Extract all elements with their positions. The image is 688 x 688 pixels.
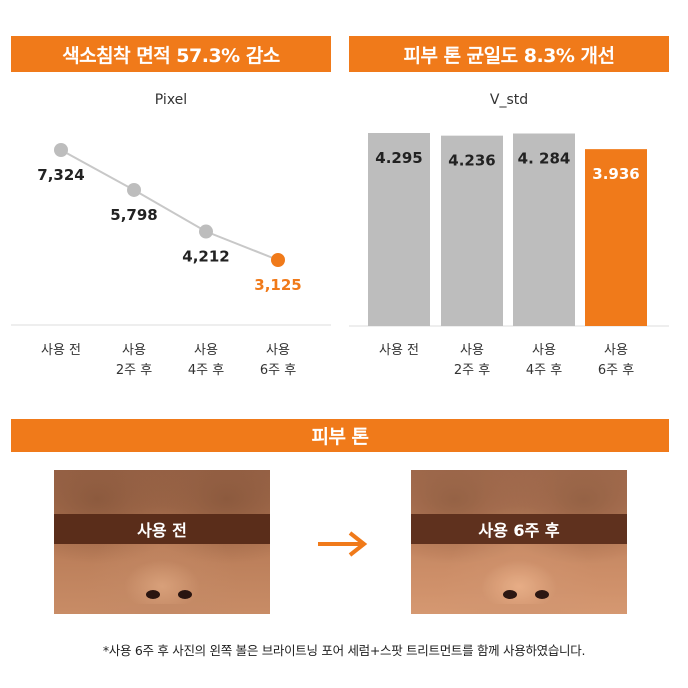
x-tick-label: 사용	[532, 343, 556, 358]
right-nostril	[178, 590, 192, 599]
bar-value-label: 4. 284	[518, 149, 571, 167]
x-tick-label: 사용	[604, 343, 628, 358]
pixel-line-chart: 7,324 5,798 4,212 3,125 사용 전 사용 2주 후 사용 4주 후 사용 6주…	[11, 143, 331, 378]
skin-tone-uniformity-banner-text: 피부 톤 균일도 8.3% 개선	[403, 44, 616, 67]
bar-chart-title: V_std	[489, 92, 529, 108]
footnote: *사용 6주 후 사진의 왼쪽 볼은 브라이트닝 포어 세럼+스팟 트리트먼트를…	[102, 643, 586, 658]
bar-value-label: 3.936	[592, 165, 639, 183]
bar-value-label: 4.295	[375, 149, 422, 167]
x-tick-label: 사용	[266, 343, 290, 358]
bar	[441, 135, 503, 326]
bar	[368, 133, 430, 326]
skin-tone-banner: 피부 톤	[11, 419, 669, 452]
skin-tone-uniformity-banner: 피부 톤 균일도 8.3% 개선	[349, 36, 669, 72]
after-label-band: 사용 6주 후	[411, 514, 627, 544]
data-label: 3,125	[254, 276, 301, 294]
before-label-band: 사용 전	[54, 514, 270, 544]
bar-value-label: 4.236	[448, 152, 495, 170]
x-tick-label: 사용	[122, 343, 146, 358]
before-photo: 사용 전	[54, 470, 270, 614]
charts-canvas: 7,324 5,798 4,212 3,125 사용 전 사용 2주 후 사용 4주 후 사용 6주…	[11, 133, 669, 378]
arrow-right-icon	[318, 531, 368, 557]
line-chart-title: Pixel	[154, 92, 188, 108]
data-point	[54, 143, 68, 157]
x-tick-label: 사용	[194, 343, 218, 358]
x-tick-label: 사용 전	[379, 343, 419, 358]
data-label: 7,324	[37, 166, 84, 184]
pixel-series-line	[60, 149, 279, 261]
x-tick-label: 2주 후	[454, 363, 490, 378]
x-tick-label: 6주 후	[598, 363, 634, 378]
after-label: 사용 6주 후	[478, 521, 560, 540]
x-tick-label: 사용	[460, 343, 484, 358]
bar	[513, 133, 575, 326]
data-point	[271, 253, 285, 267]
skin-tone-banner-text: 피부 톤	[311, 426, 369, 448]
x-tick-label: 6주 후	[260, 363, 296, 378]
pigmentation-banner-text: 색소침착 면적 57.3% 감소	[62, 44, 280, 67]
data-point	[199, 224, 213, 239]
right-nostril	[535, 590, 549, 599]
before-label: 사용 전	[137, 521, 187, 540]
pigmentation-banner: 색소침착 면적 57.3% 감소	[11, 36, 331, 72]
data-label: 5,798	[110, 206, 157, 224]
after-photo: 사용 6주 후	[411, 470, 627, 614]
vstd-bar-chart: 4.295 4.236 4. 284 3.936 사용 전 사용 2주 후 사용 4주 후 사용 6…	[349, 133, 669, 378]
x-tick-label: 4주 후	[526, 363, 562, 378]
left-nostril	[503, 590, 517, 599]
left-nostril	[146, 590, 160, 599]
bar	[585, 149, 647, 326]
data-label: 4,212	[182, 248, 229, 266]
x-tick-label: 4주 후	[188, 363, 224, 378]
x-tick-label: 2주 후	[116, 363, 152, 378]
x-tick-label: 사용 전	[41, 343, 81, 358]
data-point	[127, 182, 141, 197]
